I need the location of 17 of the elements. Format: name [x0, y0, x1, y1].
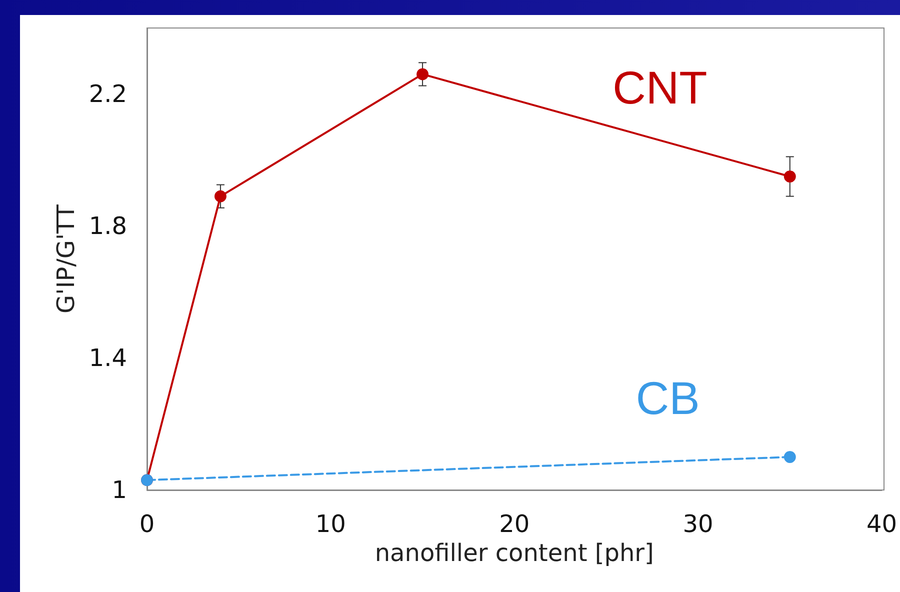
point — [784, 451, 796, 463]
point — [416, 68, 429, 80]
point — [784, 170, 796, 182]
y-tick-label: 2.2 — [88, 80, 127, 108]
x-axis-title: nanofiller content [phr] — [374, 538, 654, 567]
x-tick-label: 0 — [139, 510, 155, 538]
series-label: CB — [636, 372, 700, 424]
x-tick-label: 10 — [315, 510, 346, 538]
x-tick-label: 40 — [866, 510, 898, 538]
y-tick-label: 1.4 — [88, 344, 127, 372]
y-axis-title: G'IP/G'TT — [52, 204, 80, 314]
x-tick-label: 20 — [499, 510, 530, 538]
series-label: CNT — [612, 62, 708, 114]
x-tick-label: 30 — [682, 510, 714, 538]
y-tick-label: 1 — [112, 476, 127, 504]
point — [214, 190, 226, 202]
y-tick-label: 1.8 — [88, 212, 127, 240]
